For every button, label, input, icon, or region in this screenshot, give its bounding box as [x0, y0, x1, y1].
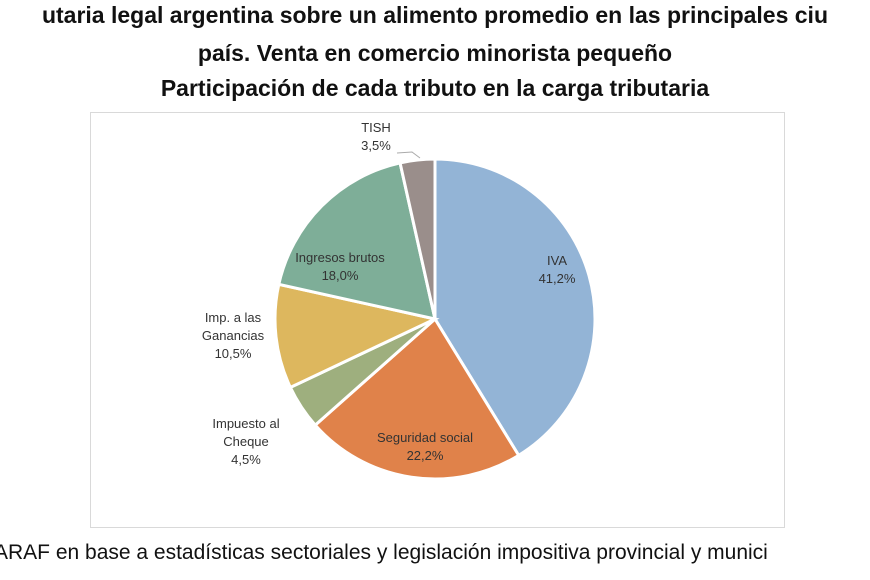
tish-leader-line [396, 151, 421, 159]
pie-slice-imp-a-las-ganancias [273, 282, 440, 390]
slice-label: Seguridad social 22,2% [377, 430, 473, 463]
slice-label: Imp. a las Ganancias 10,5% [202, 310, 265, 361]
pie-slice-tish [398, 157, 437, 320]
slice-label: IVA 41,2% [539, 253, 576, 286]
slice-label: Impuesto al Cheque 4,5% [212, 416, 279, 467]
chart-title-line-2: país. Venta en comercio minorista pequeñ… [197, 40, 673, 66]
chart-area [90, 112, 785, 528]
slice-label: Ingresos brutos 18,0% [295, 250, 385, 283]
pie-slice-iva [433, 157, 597, 458]
slice-label: TISH 3,5% [361, 120, 391, 153]
source-note: ARAF en base a estadísticas sectoriales … [0, 541, 768, 564]
pie-slice-ingresos-brutos [277, 161, 437, 321]
pie-slice-seguridad-social [313, 316, 521, 481]
chart-title-line-1: utaria legal argentina sobre un alimento… [41, 2, 829, 28]
chart-title-line-3: Participación de cada tributo en la carg… [160, 75, 710, 101]
